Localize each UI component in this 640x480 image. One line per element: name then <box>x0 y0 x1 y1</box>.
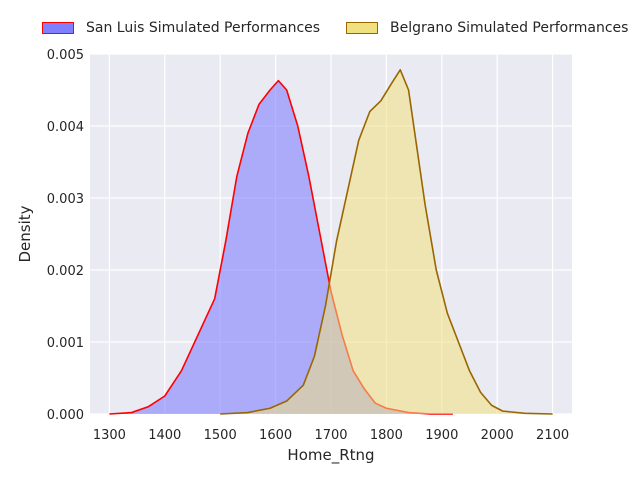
y-axis-ticks: 0.000 0.001 0.002 0.003 0.004 0.005 <box>47 48 84 423</box>
density-line-1 <box>220 69 553 415</box>
legend-swatch-san-luis <box>42 22 74 34</box>
x-tick-label: 2000 <box>481 428 514 443</box>
legend-label-belgrano: Belgrano Simulated Performances <box>390 20 629 36</box>
y-tick-label: 0.005 <box>47 48 84 63</box>
x-tick-label: 1700 <box>314 428 347 443</box>
y-tick-label: 0.004 <box>47 120 84 135</box>
x-tick-label: 2100 <box>536 428 569 443</box>
y-tick-label: 0.000 <box>47 408 84 423</box>
x-tick-label: 1400 <box>148 428 181 443</box>
y-tick-label: 0.002 <box>47 264 84 279</box>
legend-swatch-belgrano <box>346 22 378 34</box>
y-axis-label: Density <box>16 205 34 262</box>
x-tick-label: 1900 <box>425 428 458 443</box>
x-tick-label: 1800 <box>370 428 403 443</box>
y-tick-label: 0.001 <box>47 336 84 351</box>
x-axis-label: Home_Rtng <box>287 446 374 465</box>
legend-item-san-luis: San Luis Simulated Performances <box>42 20 320 36</box>
x-tick-label: 1500 <box>204 428 237 443</box>
x-tick-label: 1300 <box>93 428 126 443</box>
chart-legend: San Luis Simulated Performances Belgrano… <box>0 18 640 44</box>
x-tick-label: 1600 <box>259 428 292 443</box>
density-area-1 <box>220 69 553 414</box>
legend-label-san-luis: San Luis Simulated Performances <box>86 20 321 36</box>
density-areas <box>109 69 553 415</box>
y-tick-label: 0.003 <box>47 192 84 207</box>
density-area-0 <box>109 80 453 414</box>
legend-item-belgrano: Belgrano Simulated Performances <box>346 20 628 36</box>
x-axis-ticks: 1300 1400 1500 1600 1700 1800 1900 2000 2100 <box>93 428 569 443</box>
